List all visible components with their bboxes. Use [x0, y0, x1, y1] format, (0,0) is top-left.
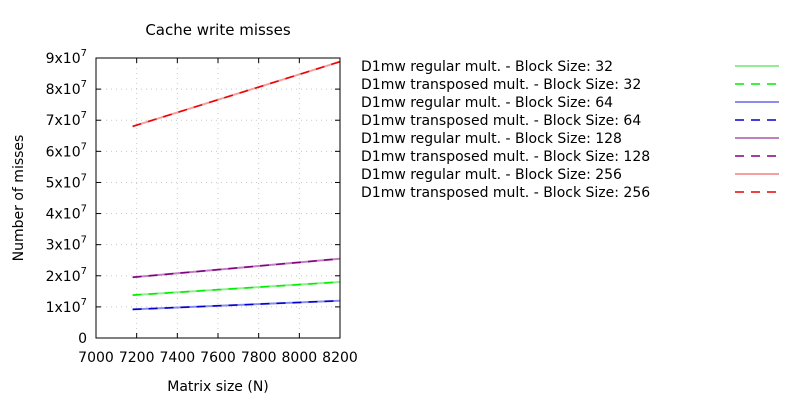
- y-tick-label: 6x107: [46, 141, 87, 160]
- y-tick-label-base: 4x10: [46, 207, 81, 223]
- legend-entry: D1mw regular mult. - Block Size: 256: [361, 167, 779, 183]
- y-tick-label: 8x107: [46, 79, 87, 98]
- chart-title: Cache write misses: [145, 21, 291, 39]
- series-lines: [132, 60, 341, 311]
- x-tick-label: 8200: [322, 350, 358, 366]
- y-tick-label-exponent: 7: [81, 48, 87, 59]
- y-tick-label: 1x107: [46, 297, 87, 316]
- y-tick-label-base: 6x10: [46, 144, 81, 160]
- y-tick-label-exponent: 7: [81, 204, 87, 215]
- y-tick-label: 7x107: [46, 110, 87, 129]
- x-tick-label: 7600: [200, 350, 236, 366]
- y-tick-label-exponent: 7: [81, 266, 87, 277]
- y-axis-label: Number of misses: [11, 135, 27, 262]
- y-tick-label-base: 5x10: [46, 175, 81, 191]
- y-tick-label-exponent: 7: [81, 79, 87, 90]
- legend-entry: D1mw transposed mult. - Block Size: 128: [361, 149, 779, 165]
- legend-label: D1mw regular mult. - Block Size: 256: [361, 167, 622, 183]
- y-tick-label-base: 3x10: [46, 238, 81, 254]
- y-tick-label: 5x107: [46, 172, 87, 191]
- legend-entry: D1mw regular mult. - Block Size: 128: [361, 131, 779, 147]
- grid: [96, 58, 340, 338]
- x-axis-label: Matrix size (N): [167, 379, 269, 395]
- legend-label: D1mw regular mult. - Block Size: 64: [361, 95, 613, 111]
- y-tick-label-base: 8x10: [46, 82, 81, 98]
- axis-ticks: 7000 7200 7400 7600 7800 8000 820001x1072x1073…: [46, 48, 358, 366]
- y-tick-label-base: 9x10: [46, 51, 81, 67]
- legend-entry: D1mw regular mult. - Block Size: 64: [361, 95, 779, 111]
- y-tick-label: 3x107: [46, 235, 87, 254]
- legend-label: D1mw transposed mult. - Block Size: 128: [361, 149, 650, 165]
- x-tick-label: 7200: [119, 350, 155, 366]
- legend-label: D1mw transposed mult. - Block Size: 256: [361, 185, 650, 201]
- y-tick-label-exponent: 7: [81, 297, 87, 308]
- y-tick-label-exponent: 7: [81, 110, 87, 121]
- y-tick-label: 0: [78, 331, 87, 347]
- y-tick-label: 4x107: [46, 204, 87, 223]
- y-tick-label: 2x107: [46, 266, 87, 285]
- legend-entry: D1mw transposed mult. - Block Size: 64: [361, 113, 779, 129]
- y-tick-label-exponent: 7: [81, 235, 87, 246]
- legend-label: D1mw regular mult. - Block Size: 128: [361, 131, 622, 147]
- legend-entry: D1mw transposed mult. - Block Size: 256: [361, 185, 779, 201]
- legend-entry: D1mw regular mult. - Block Size: 32: [361, 59, 779, 75]
- series-line-8: [132, 60, 341, 128]
- legend-label: D1mw regular mult. - Block Size: 32: [361, 59, 613, 75]
- y-tick-label-base: 2x10: [46, 269, 81, 285]
- legend-entry: D1mw transposed mult. - Block Size: 32: [361, 77, 779, 93]
- x-tick-label: 7400: [160, 350, 196, 366]
- series-line-4: [132, 299, 341, 311]
- y-tick-label-base: 1x10: [46, 300, 81, 316]
- y-tick-label-exponent: 7: [81, 172, 87, 183]
- series-line-2: [132, 281, 341, 296]
- y-tick-label-base: 0: [78, 331, 87, 347]
- x-tick-label: 7800: [241, 350, 277, 366]
- legend: D1mw regular mult. - Block Size: 32 D1mw …: [361, 59, 779, 201]
- y-tick-label: 9x107: [46, 48, 87, 67]
- x-tick-label: 7000: [78, 350, 114, 366]
- y-tick-label-exponent: 7: [81, 141, 87, 152]
- x-tick-label: 8000: [282, 350, 318, 366]
- legend-label: D1mw transposed mult. - Block Size: 64: [361, 113, 641, 129]
- legend-label: D1mw transposed mult. - Block Size: 32: [361, 77, 641, 93]
- y-tick-label-base: 7x10: [46, 113, 81, 129]
- series-line-6: [132, 257, 341, 279]
